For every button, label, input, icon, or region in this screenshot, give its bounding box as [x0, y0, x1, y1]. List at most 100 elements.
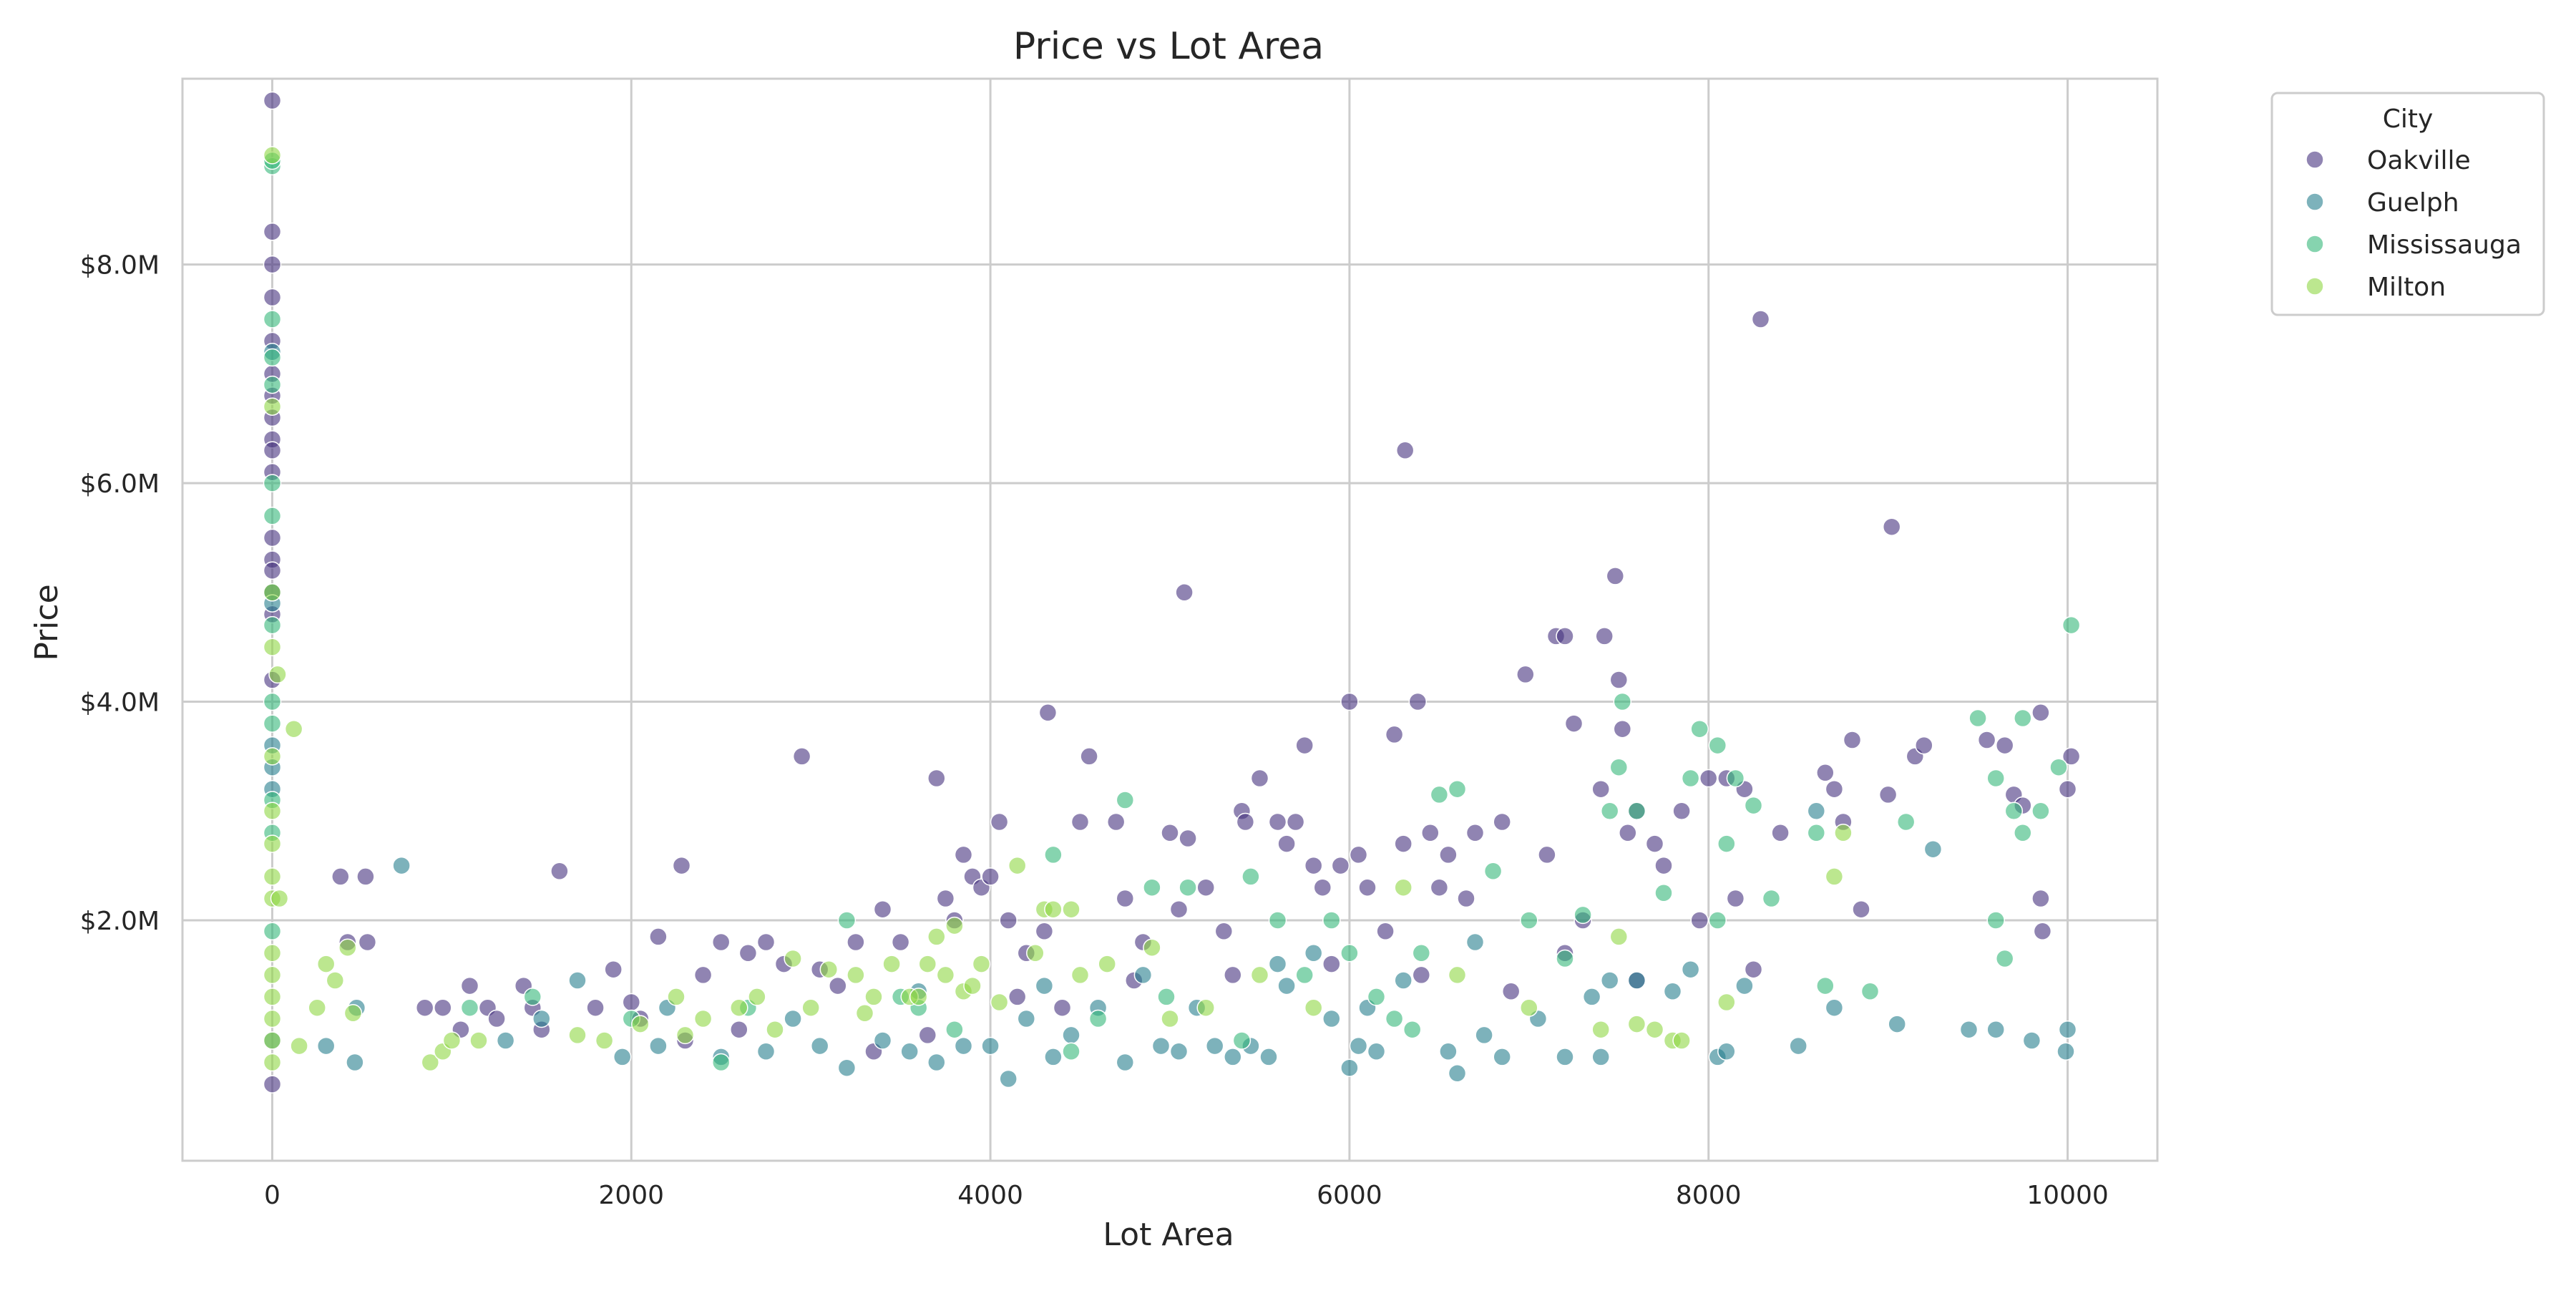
data-point [847, 932, 865, 952]
data-point [1430, 878, 1449, 897]
data-point [1179, 829, 1197, 848]
data-point [1277, 976, 1296, 995]
data-point [672, 856, 691, 875]
data-point [1412, 944, 1431, 963]
series-milton [263, 146, 1853, 1072]
data-point [1035, 922, 1054, 941]
data-point [873, 1031, 892, 1050]
legend-marker [2306, 235, 2324, 253]
data-point [1501, 982, 1521, 1001]
data-point [1026, 944, 1045, 963]
data-point [936, 965, 955, 985]
data-point [316, 955, 336, 973]
data-point [1070, 965, 1090, 985]
data-point [1882, 517, 1901, 536]
data-point [1169, 1042, 1189, 1061]
data-point [1825, 998, 1844, 1017]
data-point [2062, 615, 2081, 635]
data-point [263, 1075, 282, 1093]
data-point [1448, 965, 1467, 985]
data-point [891, 932, 910, 952]
data-point [263, 965, 282, 985]
data-point [945, 916, 964, 935]
x-tick-label: 6000 [1317, 1181, 1382, 1210]
data-point [1268, 812, 1287, 832]
data-point [263, 944, 282, 963]
data-point [711, 932, 731, 952]
data-point [1896, 812, 1916, 832]
data-point [1600, 802, 1619, 821]
data-point [730, 1020, 748, 1039]
data-point [1735, 976, 1754, 995]
x-tick-label: 8000 [1676, 1181, 1742, 1210]
y-tick-label: $4.0M [80, 688, 160, 718]
data-point [1143, 938, 1161, 957]
data-point [1465, 932, 1485, 952]
data-point [1834, 824, 1853, 842]
data-point [1179, 878, 1197, 897]
data-point [550, 862, 569, 881]
data-point [1349, 845, 1368, 864]
data-point [1367, 1042, 1386, 1061]
data-point [343, 1004, 363, 1023]
plot-frame [181, 77, 2159, 1162]
data-point [1564, 714, 1584, 733]
data-point [1349, 1036, 1368, 1056]
x-axis-label: Lot Area [1103, 1217, 1234, 1253]
data-point [711, 1053, 731, 1072]
data-point [829, 976, 847, 995]
data-point [1520, 911, 1538, 930]
data-point [290, 1036, 308, 1056]
data-point [1098, 955, 1116, 973]
data-point [999, 1069, 1018, 1088]
data-point [1591, 1020, 1610, 1039]
data-point [963, 976, 982, 995]
data-point [1143, 878, 1161, 897]
data-point [1062, 1042, 1080, 1061]
data-point [909, 988, 928, 1006]
data-point [1475, 1026, 1493, 1045]
data-point [1582, 988, 1601, 1006]
data-point [263, 692, 282, 711]
data-point [263, 507, 282, 525]
data-point [954, 845, 973, 864]
y-tick-label: $2.0M [80, 907, 160, 936]
data-point [1627, 971, 1646, 990]
data-point [784, 949, 802, 968]
legend-label: Oakville [2367, 146, 2471, 175]
data-point [1483, 862, 1503, 881]
legend-label: Milton [2367, 273, 2446, 302]
data-point [263, 561, 282, 580]
x-tick-label: 0 [264, 1181, 280, 1210]
data-point [263, 223, 282, 241]
data-point [1196, 998, 1215, 1017]
data-point [1196, 878, 1215, 897]
data-point [284, 719, 303, 739]
data-point [730, 998, 748, 1017]
data-point [1663, 982, 1682, 1001]
data-point [1035, 976, 1054, 995]
data-point [469, 1031, 488, 1050]
data-point [1070, 812, 1090, 832]
data-point [1157, 988, 1176, 1006]
data-point [1439, 1042, 1458, 1061]
data-point [434, 998, 452, 1017]
data-point [263, 348, 282, 367]
data-point [460, 976, 479, 995]
data-point [748, 988, 766, 1006]
data-point [999, 911, 1018, 930]
data-point [1574, 905, 1592, 925]
y-tick-label: $8.0M [80, 251, 160, 281]
data-point [308, 998, 326, 1017]
data-point [1304, 998, 1323, 1017]
tick-labels: 0 2000 4000 6000 8000 10000 $2.0M $4.0M $6.0M $8.… [80, 251, 2109, 1210]
data-point [1681, 769, 1700, 788]
data-point [1816, 976, 1835, 995]
data-point [1205, 1036, 1224, 1056]
data-point [1556, 949, 1574, 968]
data-point [421, 1053, 440, 1072]
data-point [1268, 955, 1287, 973]
data-point [1613, 692, 1632, 711]
data-point [1448, 779, 1467, 799]
data-point [1062, 1026, 1080, 1045]
